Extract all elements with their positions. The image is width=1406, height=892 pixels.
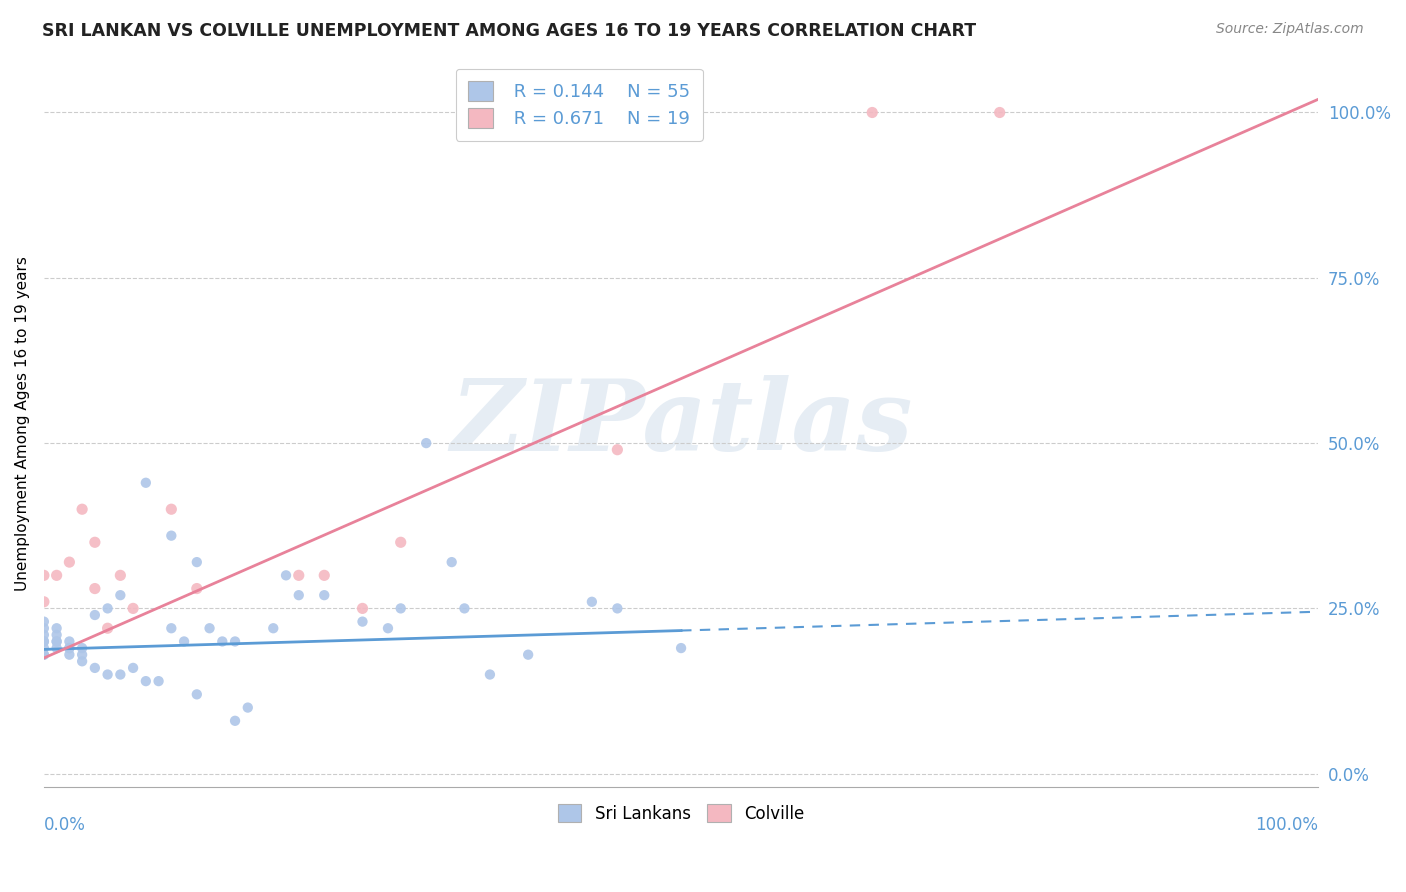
Point (32, 641, 55, 656)
Point (224, 634, 246, 648)
Point (198, 621, 221, 635)
Point (135, 674, 157, 689)
Point (58, 648, 80, 662)
Point (32, 648, 55, 662)
Point (110, 568, 132, 582)
Point (352, 601, 374, 615)
Point (581, 595, 603, 609)
Text: SRI LANKAN VS COLVILLE UNEMPLOYMENT AMONG AGES 16 TO 19 YEARS CORRELATION CHART: SRI LANKAN VS COLVILLE UNEMPLOYMENT AMON… (42, 22, 976, 40)
Point (988, 105, 1011, 120)
Point (110, 667, 132, 681)
Point (70, 502, 93, 516)
Point (860, 105, 883, 120)
Point (606, 601, 628, 615)
Point (314, 588, 336, 602)
Point (83, 535, 105, 549)
Y-axis label: Unemployment Among Ages 16 to 19 years: Unemployment Among Ages 16 to 19 years (15, 256, 30, 591)
Point (186, 687, 208, 701)
Point (173, 634, 195, 648)
Point (606, 442, 628, 457)
Point (70, 648, 93, 662)
Point (415, 436, 437, 450)
Point (32, 628, 55, 642)
Text: ZIPatlas: ZIPatlas (450, 375, 912, 472)
Point (148, 674, 170, 689)
Point (186, 582, 208, 596)
Point (32, 621, 55, 635)
Point (389, 601, 412, 615)
Point (389, 535, 412, 549)
Point (517, 648, 540, 662)
Point (83, 661, 105, 675)
Point (314, 568, 336, 582)
Point (97, 667, 120, 681)
Point (45, 634, 67, 648)
Point (83, 607, 105, 622)
Point (669, 641, 692, 656)
Point (287, 588, 309, 602)
Point (32, 615, 55, 629)
Point (440, 555, 463, 569)
Point (70, 641, 93, 656)
Point (97, 601, 120, 615)
Point (377, 621, 399, 635)
Point (236, 700, 259, 714)
Legend: Sri Lankans, Colville: Sri Lankans, Colville (551, 797, 811, 830)
Point (110, 588, 132, 602)
Point (58, 634, 80, 648)
Point (135, 475, 157, 490)
Point (58, 641, 80, 656)
Point (70, 654, 93, 668)
Point (160, 529, 183, 543)
Point (58, 641, 80, 656)
Point (32, 648, 55, 662)
Point (122, 601, 145, 615)
Text: Source: ZipAtlas.com: Source: ZipAtlas.com (1216, 22, 1364, 37)
Point (352, 615, 374, 629)
Point (262, 621, 284, 635)
Point (478, 667, 501, 681)
Point (58, 555, 80, 569)
Point (45, 628, 67, 642)
Point (453, 601, 475, 615)
Point (83, 582, 105, 596)
Point (45, 634, 67, 648)
Point (45, 621, 67, 635)
Point (45, 568, 67, 582)
Point (97, 621, 120, 635)
Point (274, 568, 297, 582)
Point (32, 595, 55, 609)
Point (32, 568, 55, 582)
Text: 100.0%: 100.0% (1256, 816, 1319, 834)
Point (211, 634, 233, 648)
Point (224, 714, 246, 728)
Point (287, 568, 309, 582)
Point (32, 634, 55, 648)
Point (186, 555, 208, 569)
Point (122, 661, 145, 675)
Text: 0.0%: 0.0% (44, 816, 86, 834)
Point (45, 641, 67, 656)
Point (160, 502, 183, 516)
Point (160, 621, 183, 635)
Point (32, 634, 55, 648)
